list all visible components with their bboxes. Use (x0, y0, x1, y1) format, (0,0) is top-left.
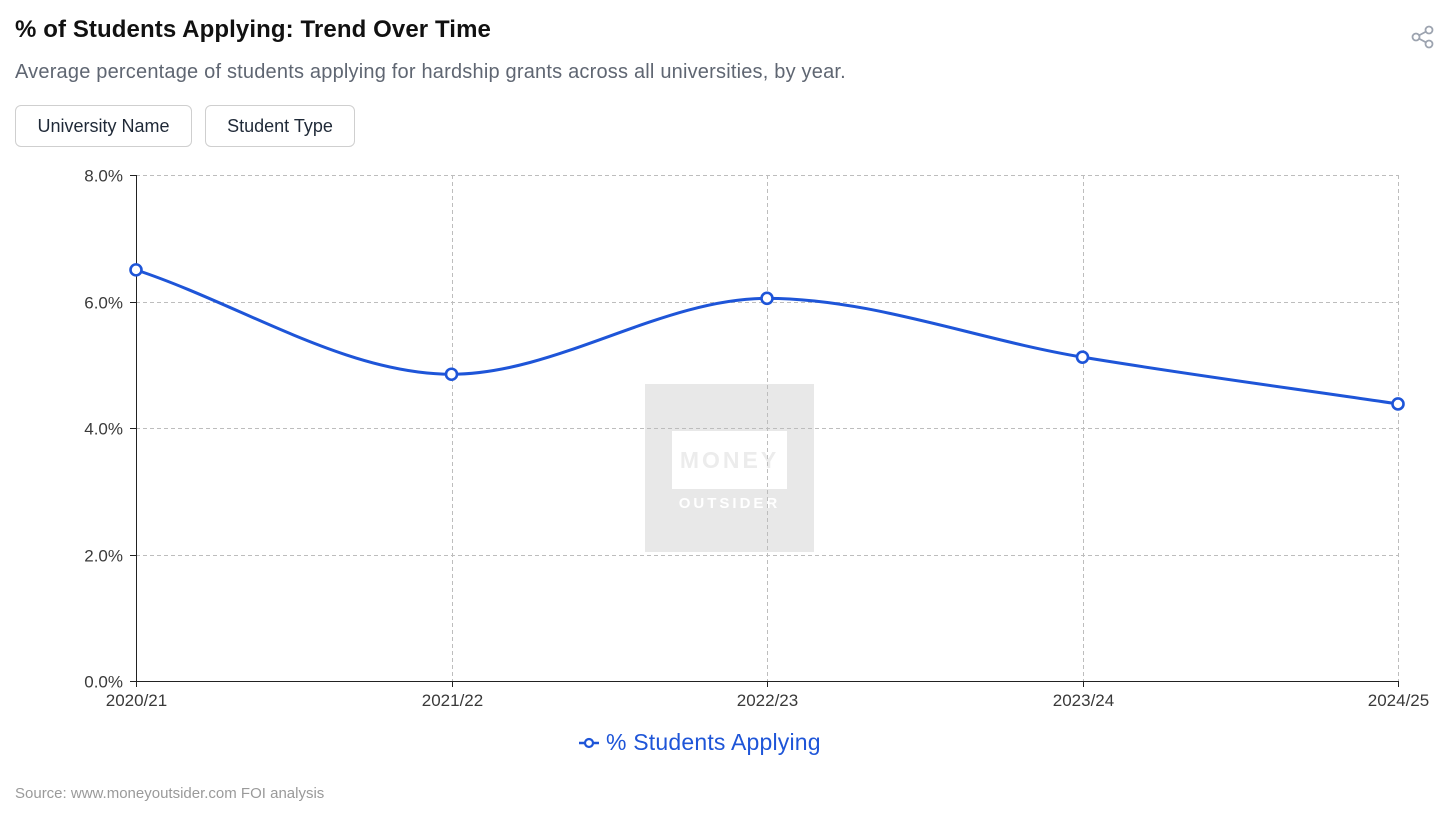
series-layer (129, 263, 1405, 411)
watermark-line2: OUTSIDER (679, 495, 781, 512)
x-tick-label: 2021/22 (422, 691, 483, 710)
source-note: Source: www.moneyoutsider.com FOI analys… (15, 785, 325, 802)
legend-marker-icon (579, 737, 599, 748)
watermark-line1: MONEY (680, 447, 779, 473)
legend-label: % Students Applying (606, 729, 821, 755)
y-tick-label: 4.0% (84, 420, 123, 439)
y-tick-label: 0.0% (84, 673, 123, 692)
data-point[interactable] (760, 291, 774, 306)
student-type-filter-button[interactable]: Student Type (205, 105, 355, 147)
y-tick-label: 6.0% (84, 294, 123, 313)
legend-item[interactable]: % Students Applying (578, 729, 821, 756)
grid (136, 175, 1399, 681)
data-point[interactable] (1075, 350, 1090, 364)
tick-labels: 0.0% 2.0% 4.0% 6.0% 8.0% 2020/21 2021/22 2022/2… (84, 167, 1429, 711)
data-point[interactable] (129, 263, 143, 277)
y-tick-label: 8.0% (84, 167, 123, 186)
watermark-logo: MONEY OUTSIDER (645, 384, 814, 552)
axes (130, 175, 1399, 687)
chart-title: % of Students Applying: Trend Over Time (15, 16, 491, 43)
chart-subtitle: Average percentage of students applying … (15, 61, 846, 83)
share-icon[interactable] (1410, 24, 1436, 50)
x-tick-label: 2023/24 (1053, 691, 1114, 710)
x-tick-label: 2022/23 (737, 691, 798, 710)
x-tick-label: 2024/25 (1368, 691, 1429, 710)
x-tick-label: 2020/21 (106, 691, 167, 710)
data-point[interactable] (1391, 397, 1405, 411)
data-point[interactable] (444, 367, 459, 382)
university-name-filter-button[interactable]: University Name (15, 105, 192, 147)
y-tick-label: 2.0% (84, 547, 123, 566)
